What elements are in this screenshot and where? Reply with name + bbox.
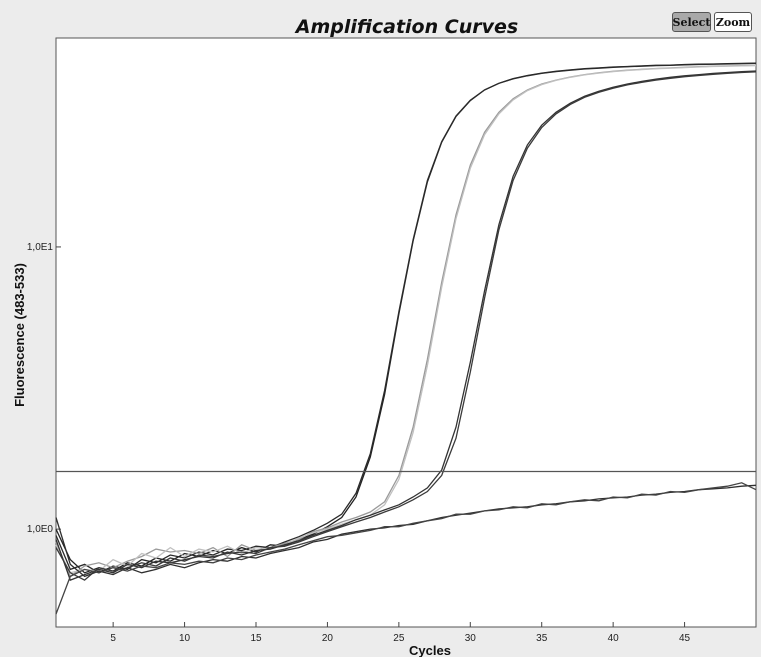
x-tick-label: 30 (465, 633, 477, 644)
y-tick-label: 1,0E0 (27, 524, 54, 535)
zoom-button[interactable]: Zoom (714, 12, 752, 32)
series-line (55, 64, 757, 574)
x-tick-label: 25 (393, 633, 405, 644)
x-tick-label: 5 (110, 633, 116, 644)
series-line (55, 62, 757, 574)
y-axis-label: Fluorescence (483-533) (12, 263, 27, 407)
y-tick-label: 1,0E1 (27, 242, 54, 253)
chart-title: Amplification Curves (294, 16, 518, 38)
x-tick-label: 20 (322, 633, 334, 644)
x-tick-label: 10 (179, 633, 191, 644)
x-tick-label: 40 (608, 633, 620, 644)
series-line (55, 482, 757, 615)
axis-layer: 5 10 15 20 25 30 35 40 45 1,0E0 1,0E1 (27, 242, 691, 644)
x-axis-label: Cycles (409, 643, 451, 657)
x-tick-label: 35 (536, 633, 548, 644)
series-line (55, 70, 757, 581)
x-tick-label: 45 (679, 633, 691, 644)
series-layer (55, 62, 757, 615)
plot-area (55, 37, 757, 628)
select-button[interactable]: Select (672, 12, 711, 32)
series-line (55, 71, 757, 581)
x-tick-label: 15 (250, 633, 262, 644)
